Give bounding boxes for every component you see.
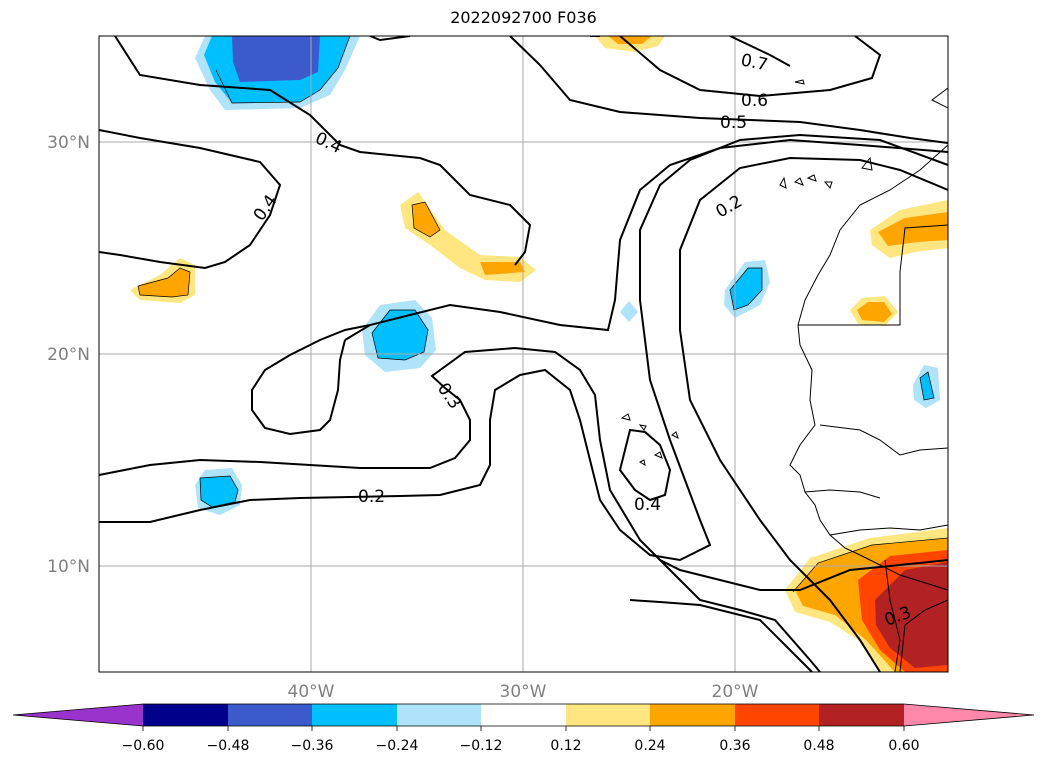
colorbar-segment [143,704,228,726]
contour-lines [99,36,948,672]
map-frame [98,35,949,673]
colorbar-tick: 0.24 [634,738,665,754]
colorbar-tick: −0.48 [207,738,250,754]
colorbar-tick: 0.48 [803,738,834,754]
contour-label: 0.5 [720,113,747,133]
colorbar-segment [819,704,904,726]
colorbar-extend-low [13,704,143,726]
coastlines [620,79,948,672]
lon-label: 30°W [500,682,547,702]
contour-label: 0.2 [358,487,385,507]
colorbar-segment [228,704,312,726]
colorbar-tick: −0.24 [376,738,419,754]
colorbar: −0.60 −0.48 −0.36 −0.24 −0.12 0.12 0.24 … [12,703,1035,754]
contour-label: 0.4 [634,495,661,515]
colorbar-tick: 0.60 [888,738,919,754]
colorbar-segment [566,704,650,726]
colorbar-segment [312,704,397,726]
map-title: 2022092700 F036 [450,8,597,27]
colorbar-extend-high [904,704,1034,726]
colorbar-tick: 0.36 [719,738,750,754]
lon-label: 40°W [288,682,335,702]
map-area: 0.7 0.6 0.5 0.4 0.4 0.2 0.3 0.2 0.4 0.3 [99,36,948,672]
lat-label: 10°N [47,557,90,577]
colorbar-segment [650,704,735,726]
shading-outlines [137,36,948,593]
lon-label: 20°W [712,682,759,702]
longitude-labels: 40°W 30°W 20°W [288,682,759,702]
colorbar-segment [735,704,819,726]
colorbar-tick: −0.60 [122,738,165,754]
colorbar-tick-labels: −0.60 −0.48 −0.36 −0.24 −0.12 0.12 0.24 … [122,738,920,754]
colorbar-tick: 0.12 [550,738,581,754]
latitude-labels: 30°N 20°N 10°N [47,133,90,577]
colorbar-tick: −0.36 [291,738,334,754]
graticule [99,36,948,672]
contour-label: 0.6 [741,91,768,111]
colorbar-tick: −0.12 [460,738,503,754]
lat-label: 30°N [47,133,90,153]
colorbar-segment [481,704,566,726]
colorbar-segment [397,704,481,726]
lat-label: 20°N [47,345,90,365]
